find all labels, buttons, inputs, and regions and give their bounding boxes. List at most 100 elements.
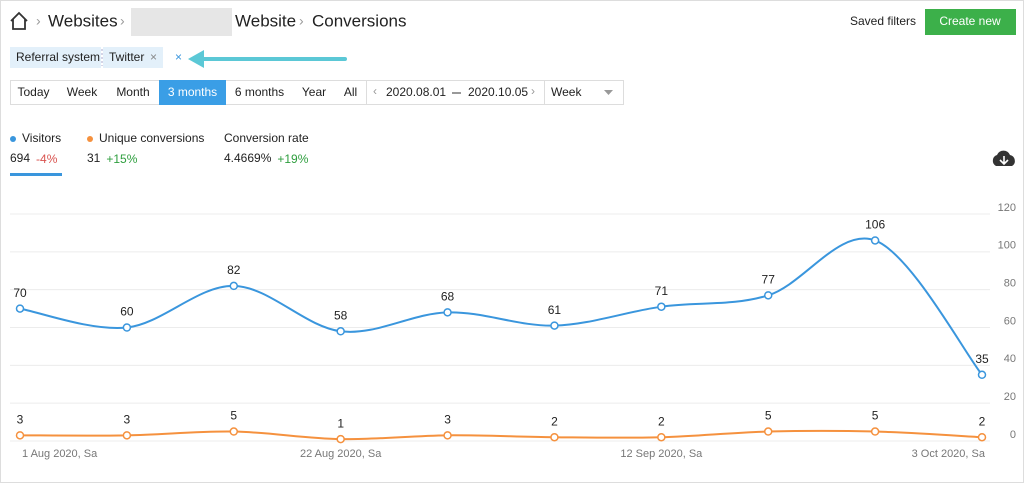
tab[interactable]: 3 months bbox=[168, 85, 217, 99]
separator: › bbox=[299, 13, 304, 29]
separator: › bbox=[120, 13, 125, 29]
y-tick-label: 120 bbox=[998, 202, 1016, 214]
y-tick-label: 0 bbox=[1010, 429, 1016, 441]
metric-change: -4% bbox=[36, 152, 58, 166]
data-label: 35 bbox=[975, 352, 989, 366]
point[interactable] bbox=[443, 431, 452, 440]
point[interactable] bbox=[977, 432, 987, 442]
point[interactable] bbox=[15, 304, 25, 313]
y-tick-label: 60 bbox=[1004, 315, 1016, 327]
tab[interactable]: All bbox=[344, 85, 357, 99]
point[interactable] bbox=[443, 308, 452, 317]
point[interactable] bbox=[763, 291, 773, 300]
metric-label[interactable]: Visitors bbox=[22, 131, 61, 145]
chart: 0 20 40 60 80 100 120 1 Aug 2020, Sa 22 Aug 2020… bbox=[10, 202, 1016, 460]
x-tick-label: 22 Aug 2020, Sa bbox=[300, 448, 382, 460]
chip-label: Referral system bbox=[16, 50, 100, 64]
tabs-border bbox=[10, 80, 624, 105]
point[interactable] bbox=[550, 321, 559, 330]
x-tick-label: 12 Sep 2020, Sa bbox=[620, 448, 703, 460]
metric-change: +15% bbox=[106, 152, 137, 166]
data-label: 3 bbox=[17, 412, 24, 426]
chip[interactable] bbox=[10, 47, 101, 68]
data-label: 70 bbox=[13, 286, 27, 300]
series-line bbox=[19, 237, 983, 376]
breadcrumb: › Websites › Website › Conversions bbox=[10, 8, 407, 36]
create-button-label[interactable]: Create new bbox=[939, 14, 1001, 28]
x-tick-label: 3 Oct 2020, Sa bbox=[912, 448, 986, 460]
arrow-head bbox=[188, 50, 204, 68]
date-from[interactable]: 2020.08.01 bbox=[386, 85, 446, 99]
metric-change: +19% bbox=[277, 152, 308, 166]
crumb[interactable]: Website bbox=[235, 11, 296, 30]
data-label: 82 bbox=[227, 263, 241, 277]
legend-dot bbox=[87, 136, 93, 142]
filters: Referral system Twitter × × bbox=[10, 47, 347, 68]
data-label: 2 bbox=[551, 414, 558, 428]
separator: › bbox=[36, 13, 41, 29]
y-tick-label: 40 bbox=[1004, 353, 1016, 365]
chip-remove[interactable]: × bbox=[150, 50, 157, 64]
metric-value: 31 bbox=[87, 151, 101, 165]
data-label: 1 bbox=[337, 416, 344, 430]
data-label: 5 bbox=[230, 409, 237, 423]
series-line bbox=[19, 429, 983, 441]
legend-dot bbox=[10, 136, 16, 142]
clear-filters[interactable]: × bbox=[175, 50, 182, 64]
point[interactable] bbox=[15, 431, 25, 440]
saved-filters[interactable]: Saved filters bbox=[850, 14, 916, 28]
blurred-name bbox=[131, 8, 232, 36]
data-label: 3 bbox=[124, 412, 131, 426]
next-range[interactable]: › bbox=[531, 84, 535, 98]
point[interactable] bbox=[870, 236, 880, 245]
point[interactable] bbox=[336, 434, 345, 444]
home-icon[interactable] bbox=[10, 11, 28, 30]
tab-active[interactable] bbox=[159, 80, 226, 105]
data-label: 71 bbox=[655, 284, 669, 298]
tab[interactable]: Today bbox=[17, 85, 49, 99]
chip[interactable] bbox=[103, 47, 163, 68]
dropdown-caret bbox=[604, 90, 613, 95]
point[interactable] bbox=[657, 432, 666, 442]
data-label: 5 bbox=[765, 409, 772, 423]
point[interactable] bbox=[336, 327, 345, 336]
data-label: 3 bbox=[444, 412, 451, 426]
metric-selected bbox=[10, 173, 62, 176]
data-label: 2 bbox=[979, 414, 986, 428]
data-label: 77 bbox=[762, 273, 776, 287]
data-label: 58 bbox=[334, 308, 348, 322]
download-icon[interactable] bbox=[992, 150, 1015, 166]
metric-label[interactable]: Unique conversions bbox=[99, 131, 204, 145]
y-tick-label: 20 bbox=[1004, 391, 1016, 403]
point[interactable] bbox=[977, 370, 987, 380]
metric-label: Conversion rate bbox=[224, 131, 309, 145]
point[interactable] bbox=[229, 281, 239, 291]
point[interactable] bbox=[122, 323, 132, 332]
period-tabs: Today Week Month 3 months 6 months Year All ‹ 20… bbox=[10, 80, 624, 105]
crumb[interactable]: Websites bbox=[48, 11, 118, 30]
create-button[interactable] bbox=[925, 9, 1016, 35]
point[interactable] bbox=[550, 432, 559, 442]
prev-range[interactable]: ‹ bbox=[373, 84, 377, 98]
point[interactable] bbox=[229, 427, 239, 436]
data-label: 61 bbox=[548, 303, 562, 317]
crumb: Conversions bbox=[312, 11, 407, 30]
tab[interactable]: Week bbox=[67, 85, 98, 99]
x-tick-label: 1 Aug 2020, Sa bbox=[22, 448, 98, 460]
metric-value: 4.4669% bbox=[224, 151, 272, 165]
point[interactable] bbox=[122, 431, 132, 440]
point[interactable] bbox=[870, 427, 880, 436]
granularity[interactable]: Week bbox=[551, 85, 582, 99]
tab[interactable]: 6 months bbox=[235, 85, 284, 99]
point[interactable] bbox=[657, 302, 666, 311]
data-label: 5 bbox=[872, 409, 879, 423]
tab[interactable]: Year bbox=[302, 85, 326, 99]
y-tick-label: 100 bbox=[998, 240, 1016, 252]
data-label: 60 bbox=[120, 305, 134, 319]
tab[interactable]: Month bbox=[116, 85, 149, 99]
point[interactable] bbox=[763, 427, 773, 436]
chip-label: Twitter bbox=[109, 50, 144, 64]
date-to[interactable]: 2020.10.05 bbox=[468, 85, 528, 99]
